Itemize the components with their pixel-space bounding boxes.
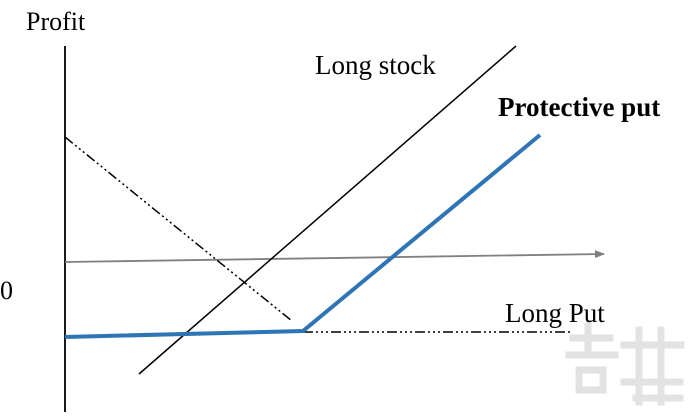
long-stock-line xyxy=(138,45,517,375)
long-put-diagonal-line xyxy=(64,136,293,322)
zero-label: 0 xyxy=(0,276,13,305)
watermark-logo xyxy=(565,322,685,406)
protective-put-label: Protective put xyxy=(498,92,660,122)
horizontal-price-axis xyxy=(64,250,605,263)
protective-put-line xyxy=(64,133,542,339)
y-axis-label: Profit xyxy=(26,7,86,36)
long-stock-label: Long stock xyxy=(315,50,436,80)
